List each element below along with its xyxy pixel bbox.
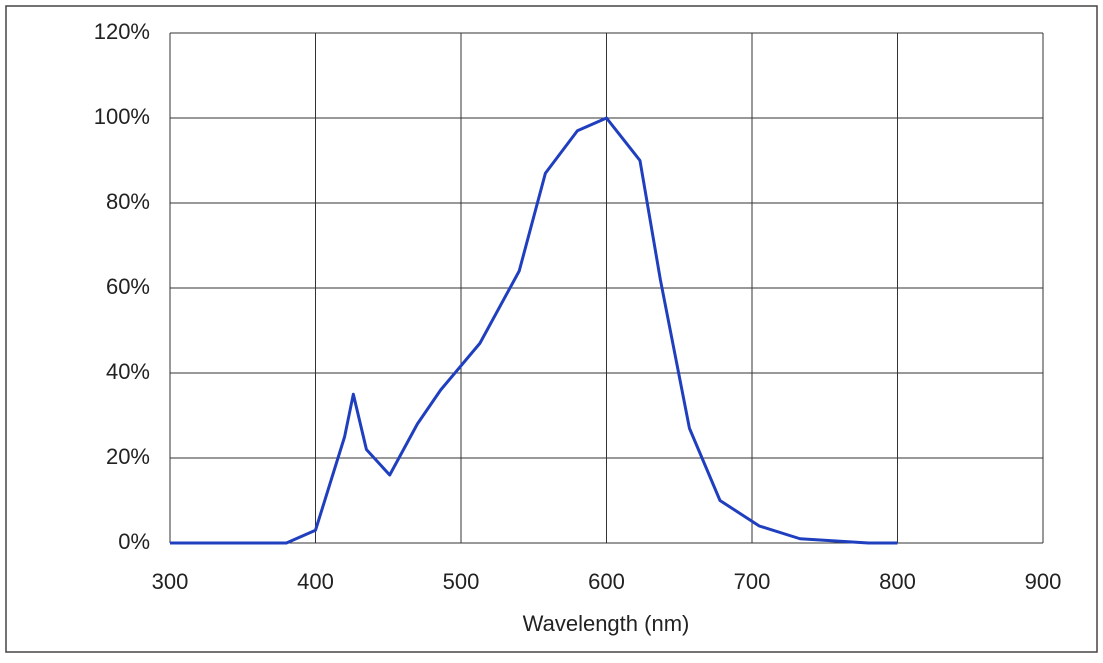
x-tick-label: 700 <box>734 569 771 594</box>
y-tick-label: 120% <box>94 19 150 44</box>
y-tick-label: 100% <box>94 104 150 129</box>
x-tick-label: 400 <box>297 569 334 594</box>
x-axis-label: Wavelength (nm) <box>523 611 690 636</box>
x-tick-label: 500 <box>443 569 480 594</box>
y-tick-label: 20% <box>106 444 150 469</box>
x-tick-label: 800 <box>879 569 916 594</box>
x-tick-label: 900 <box>1025 569 1062 594</box>
x-tick-label: 600 <box>588 569 625 594</box>
y-tick-label: 0% <box>118 529 150 554</box>
x-tick-label: 300 <box>152 569 189 594</box>
y-tick-label: 60% <box>106 274 150 299</box>
y-tick-label: 40% <box>106 359 150 384</box>
y-tick-label: 80% <box>106 189 150 214</box>
spectrum-line <box>170 116 898 545</box>
